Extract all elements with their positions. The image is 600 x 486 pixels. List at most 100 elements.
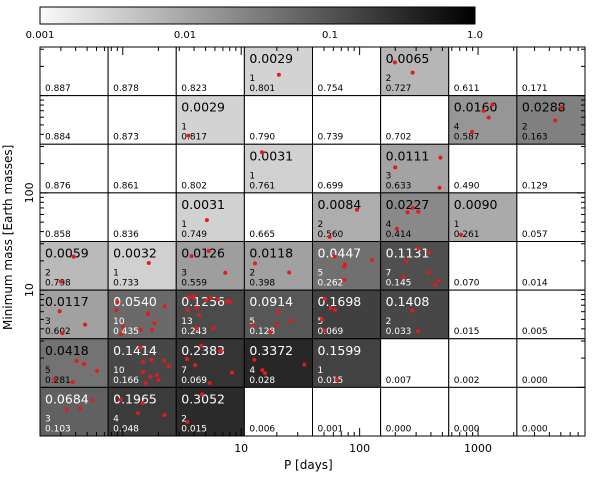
planet-point bbox=[404, 259, 409, 264]
cell-fraction-label: 0.3372 bbox=[249, 343, 293, 358]
heatmap-cell bbox=[380, 143, 450, 194]
planet-point bbox=[322, 328, 327, 333]
heatmap-cell bbox=[312, 338, 382, 388]
heatmap-cell bbox=[243, 241, 313, 291]
cell-fraction-label: 0.0447 bbox=[318, 246, 362, 261]
heatmap-cell bbox=[175, 143, 245, 194]
planet-point bbox=[327, 234, 332, 239]
cell-count-label: 3 bbox=[45, 317, 51, 327]
cell-fraction-label: 0.0065 bbox=[386, 51, 430, 66]
planet-point bbox=[199, 343, 204, 348]
planet-point bbox=[146, 261, 151, 265]
heatmap-cell bbox=[243, 338, 313, 388]
heatmap-cell bbox=[312, 289, 382, 340]
cell-count-label: 13 bbox=[181, 317, 192, 327]
cell-completeness-label: 0.790 bbox=[249, 133, 275, 143]
colorbar-tick-label: 0.01 bbox=[174, 30, 196, 41]
cell-fraction-label: 0.0029 bbox=[249, 51, 293, 66]
planet-point bbox=[253, 261, 257, 266]
cell-completeness-label: 0.261 bbox=[454, 230, 480, 240]
planet-point bbox=[410, 308, 415, 313]
planet-point bbox=[114, 308, 119, 312]
planet-point bbox=[138, 345, 142, 350]
planet-point bbox=[95, 368, 100, 373]
cell-count-label: 4 bbox=[113, 414, 119, 424]
cell-completeness-label: 0.048 bbox=[113, 424, 139, 434]
heatmap-cell bbox=[243, 289, 313, 340]
cell-completeness-label: 0.884 bbox=[45, 133, 71, 143]
heatmap-cell bbox=[516, 192, 586, 242]
cell-completeness-label: 0.414 bbox=[386, 230, 412, 240]
heatmap-cell bbox=[312, 143, 382, 194]
cell-completeness-label: 0.166 bbox=[113, 376, 139, 386]
planet-point bbox=[156, 378, 161, 383]
cell-count-label: 3 bbox=[386, 171, 392, 181]
cell-completeness-label: 0.145 bbox=[386, 279, 412, 289]
cell-completeness-label: 0.033 bbox=[386, 327, 412, 337]
planet-point bbox=[162, 358, 167, 363]
x-tick-label: 10 bbox=[234, 442, 248, 455]
planet-point bbox=[74, 359, 79, 363]
planet-point bbox=[185, 307, 190, 312]
cell-fraction-label: 0.1599 bbox=[318, 343, 362, 358]
cell-completeness-label: 0.873 bbox=[113, 133, 139, 143]
cell-count-label: 10 bbox=[113, 317, 125, 327]
cell-count-label: 2 bbox=[386, 74, 392, 84]
cell-count-label: 1 bbox=[249, 74, 255, 84]
cell-count-label: 2 bbox=[386, 317, 392, 327]
cell-completeness-label: 0.739 bbox=[318, 133, 344, 143]
cell-fraction-label: 0.0126 bbox=[181, 246, 225, 261]
planet-point bbox=[486, 115, 491, 120]
heatmap-cell bbox=[243, 95, 313, 145]
cell-completeness-label: 0.817 bbox=[181, 133, 207, 143]
planet-point bbox=[57, 309, 62, 314]
cell-completeness-label: 0.015 bbox=[181, 424, 207, 434]
planet-point bbox=[211, 326, 216, 331]
cell-completeness-label: 0.699 bbox=[318, 181, 344, 191]
planet-point bbox=[216, 297, 220, 302]
cell-count-label: 2 bbox=[249, 269, 255, 279]
cell-completeness-label: 0.633 bbox=[386, 181, 412, 191]
planet-point bbox=[81, 362, 86, 366]
cell-completeness-label: 0.887 bbox=[45, 84, 71, 94]
planet-point bbox=[207, 381, 212, 385]
cell-completeness-label: 0.490 bbox=[454, 181, 480, 191]
cell-count-label: 2 bbox=[181, 414, 187, 424]
planet-point bbox=[223, 270, 228, 275]
cell-fraction-label: 0.0031 bbox=[249, 148, 293, 163]
cell-completeness-label: 0.015 bbox=[318, 376, 344, 386]
cell-completeness-label: 0.754 bbox=[318, 84, 344, 94]
heatmap-cell bbox=[380, 241, 450, 291]
x-tick-label: 1000 bbox=[464, 442, 492, 455]
planet-point bbox=[320, 317, 325, 322]
heatmap-cell bbox=[380, 338, 450, 388]
cell-count-label: 10 bbox=[113, 366, 125, 376]
planet-point bbox=[191, 294, 196, 299]
planet-point bbox=[335, 377, 339, 382]
cell-count-label: 2 bbox=[522, 123, 528, 133]
cell-completeness-label: 0.602 bbox=[45, 327, 71, 337]
planet-point bbox=[90, 398, 95, 403]
cell-completeness-label: 0.069 bbox=[318, 327, 344, 337]
planet-point bbox=[392, 60, 397, 65]
planet-point bbox=[145, 312, 150, 317]
cell-count-label: 4 bbox=[386, 220, 392, 230]
cell-fraction-label: 0.1698 bbox=[318, 294, 362, 309]
cell-completeness-label: 0.727 bbox=[386, 84, 412, 94]
heatmap-cell bbox=[380, 95, 450, 145]
cell-fraction-label: 0.0288 bbox=[522, 100, 566, 115]
cell-completeness-label: 0.611 bbox=[454, 84, 480, 94]
cell-fraction-label: 0.0111 bbox=[386, 148, 430, 163]
heatmap-cell bbox=[516, 46, 586, 97]
colorbar-tick-label: 0.001 bbox=[26, 30, 55, 41]
planet-point bbox=[302, 362, 307, 367]
cell-completeness-label: 0.398 bbox=[249, 279, 275, 289]
planet-point bbox=[209, 296, 213, 301]
cell-completeness-label: 0.069 bbox=[181, 376, 207, 386]
cell-completeness-label: 0.878 bbox=[113, 84, 139, 94]
planet-point bbox=[204, 298, 209, 303]
heatmap-cell bbox=[516, 289, 586, 340]
planet-point bbox=[401, 275, 406, 280]
cell-completeness-label: 0.876 bbox=[45, 181, 71, 191]
heatmap-cell bbox=[107, 95, 177, 145]
